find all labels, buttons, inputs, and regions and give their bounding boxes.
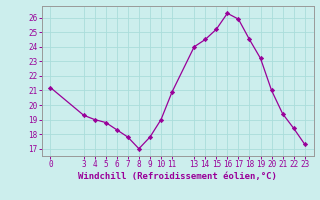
X-axis label: Windchill (Refroidissement éolien,°C): Windchill (Refroidissement éolien,°C) bbox=[78, 172, 277, 181]
